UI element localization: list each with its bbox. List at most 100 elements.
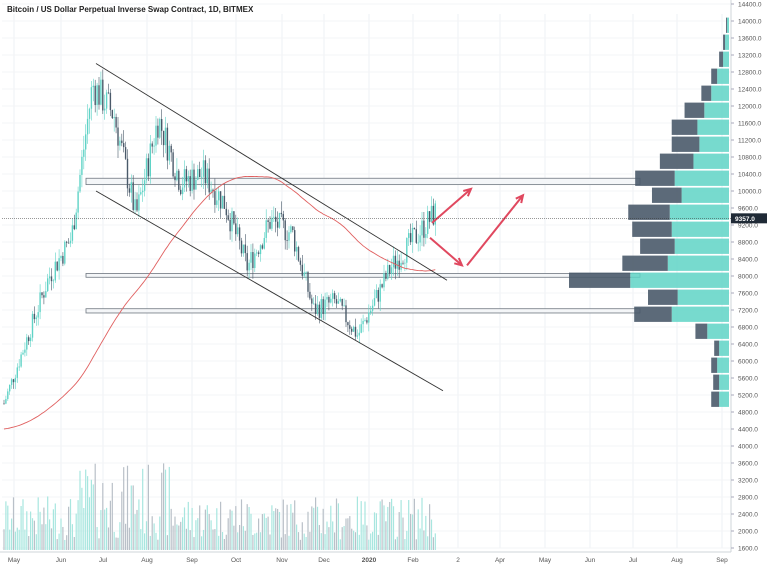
volume-bar xyxy=(271,505,273,550)
profile-bar-up xyxy=(677,289,729,305)
price-tick-label: 7600.0 xyxy=(738,291,758,298)
candle-body xyxy=(5,399,7,404)
profile-bar-down xyxy=(632,221,672,237)
volume-bar xyxy=(258,518,260,550)
time-tick-label: Dec xyxy=(318,557,330,564)
volume-bar xyxy=(246,504,248,550)
volume-bar xyxy=(94,463,96,550)
price-tick-label: 6800.0 xyxy=(738,325,758,332)
candle-body xyxy=(151,143,153,147)
candle-body xyxy=(428,211,431,222)
volume-bar xyxy=(193,537,195,550)
volume-bar xyxy=(286,504,288,550)
candle-body xyxy=(385,273,387,279)
candle-body xyxy=(313,303,315,305)
volume-bar xyxy=(294,500,296,550)
volume-bar xyxy=(174,516,176,550)
candle-body xyxy=(284,220,286,241)
profile-bar-down xyxy=(628,204,670,220)
profile-bar-down xyxy=(634,306,672,322)
volume-bar xyxy=(7,505,9,550)
volume-bar xyxy=(316,506,319,550)
candle-body xyxy=(235,223,237,235)
candle-body xyxy=(240,240,243,254)
candle-body xyxy=(421,220,423,236)
candle-body xyxy=(254,253,256,269)
candle-body xyxy=(123,143,125,148)
candle-body xyxy=(276,221,279,228)
volume-bar xyxy=(92,484,94,550)
candle-body xyxy=(377,289,379,302)
candle-body xyxy=(98,85,100,105)
volume-bar xyxy=(423,530,425,550)
volume-bar xyxy=(387,506,389,550)
volume-bar xyxy=(43,507,45,550)
candle-body xyxy=(45,291,47,298)
candle-body xyxy=(233,211,235,224)
volume-bar xyxy=(389,501,391,550)
candle-body xyxy=(54,261,56,281)
candle-body xyxy=(126,158,129,189)
candle-body xyxy=(185,169,188,182)
candle-body xyxy=(33,313,36,320)
volume-bar xyxy=(121,491,123,550)
volume-bar xyxy=(98,538,100,550)
volume-bar xyxy=(204,509,206,550)
volume-bar xyxy=(377,534,379,550)
support-resistance-zone xyxy=(85,177,641,186)
candle-body xyxy=(29,337,32,342)
volume-bar xyxy=(326,521,328,550)
volume-bar xyxy=(66,535,68,550)
volume-bar xyxy=(117,537,119,550)
candle-body xyxy=(178,170,180,190)
volume-bar xyxy=(240,499,243,550)
candle-body xyxy=(111,110,113,119)
candle-body xyxy=(20,354,22,367)
price-tick-label: 14000.0 xyxy=(738,19,762,26)
volume-bar xyxy=(195,520,197,550)
volume-bar xyxy=(185,528,187,550)
candle-body xyxy=(427,211,429,234)
candle-body xyxy=(168,145,170,161)
volume-bar xyxy=(64,539,66,550)
volume-bar xyxy=(297,532,300,550)
candle-body xyxy=(155,125,157,146)
last-price-marker: 9357.0 xyxy=(2,213,767,224)
profile-bar-down xyxy=(726,17,728,33)
volume-bar xyxy=(394,539,396,550)
volume-bar xyxy=(429,504,431,550)
forecast-arrows xyxy=(429,187,525,267)
volume-bar xyxy=(182,517,184,550)
price-tick-label: 5600.0 xyxy=(738,376,758,383)
volume-bar xyxy=(290,504,292,550)
price-tick-label: 12000.0 xyxy=(738,104,762,111)
volume-bar xyxy=(221,531,224,550)
volume-bar xyxy=(183,507,186,550)
candle-body xyxy=(100,79,102,105)
volume-bar xyxy=(153,523,155,550)
volume-bar xyxy=(275,508,277,550)
candle-body xyxy=(366,320,368,323)
candle-body xyxy=(104,108,106,111)
candle-body xyxy=(347,322,349,326)
volume-bar xyxy=(102,483,104,550)
price-tick-label: 8800.0 xyxy=(738,240,758,247)
candle-body xyxy=(88,108,91,119)
profile-bar-up xyxy=(707,323,729,339)
volume-bar xyxy=(37,497,39,550)
candle-body xyxy=(105,92,108,109)
volume-bar xyxy=(39,511,41,550)
volume-bar xyxy=(210,520,212,550)
candle-body xyxy=(43,295,45,298)
volume-bar xyxy=(138,499,140,550)
support-resistance-zone xyxy=(85,308,641,314)
volume-bar xyxy=(20,505,22,550)
candle-body xyxy=(26,337,28,350)
time-tick-label: Apr xyxy=(495,557,506,564)
candle-body xyxy=(406,237,408,263)
candle-body xyxy=(297,247,300,261)
volume-bar xyxy=(128,527,130,550)
candle-body xyxy=(56,261,58,271)
candle-body xyxy=(271,217,273,229)
